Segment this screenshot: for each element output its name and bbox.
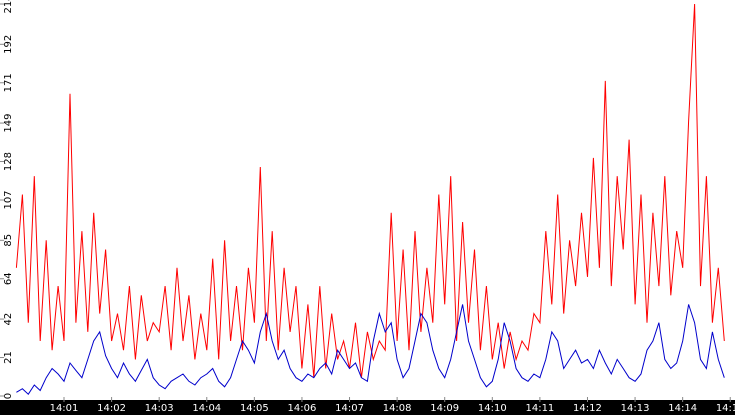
x-tick-label: 14:03 [145, 403, 174, 414]
x-axis-bar [0, 400, 735, 415]
x-tick-label: 14:05 [240, 403, 269, 414]
y-tick-label: 42 [3, 313, 14, 326]
series-line [15, 3, 725, 378]
y-tick-label: 149 [3, 114, 14, 133]
x-tick-label: 14:04 [192, 403, 221, 414]
y-tick-label: 85 [3, 234, 14, 247]
y-tick-label: 214 [3, 0, 14, 14]
x-tick-label: 14:10 [478, 403, 507, 414]
x-tick-label: 14:07 [335, 403, 364, 414]
x-tick-label: 14:15 [716, 403, 735, 414]
x-tick-label: 14:11 [525, 403, 554, 414]
x-tick-label: 14:14 [668, 403, 697, 414]
series-line [16, 304, 725, 395]
y-tick-label: 0 [3, 393, 14, 399]
y-tick-label: 128 [3, 152, 14, 171]
x-tick-label: 14:06 [288, 403, 317, 414]
x-tick-label: 14:09 [430, 403, 459, 414]
x-tick-label: 14:12 [573, 403, 602, 414]
x-tick-label: 14:13 [621, 403, 650, 414]
x-tick-label: 14:01 [50, 403, 79, 414]
y-tick-label: 21 [3, 351, 14, 364]
y-tick-label: 192 [3, 35, 14, 54]
y-tick-label: 171 [3, 73, 14, 92]
y-tick-label: 64 [3, 272, 14, 285]
y-tick-label: 107 [3, 190, 14, 209]
x-tick-label: 14:08 [383, 403, 412, 414]
x-tick-label: 14:02 [97, 403, 126, 414]
